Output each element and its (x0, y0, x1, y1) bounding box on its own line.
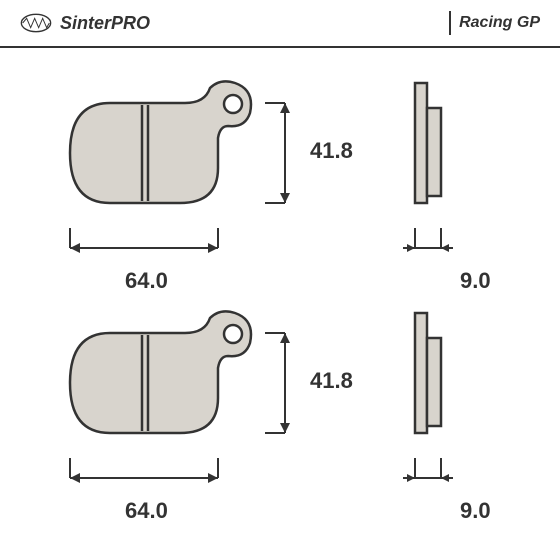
dim-height-1 (265, 98, 305, 228)
brand-logo-icon (20, 13, 52, 33)
pad-face-2 (50, 308, 260, 458)
header-bar: SinterPRO Racing GP (0, 0, 560, 48)
pad-side-1 (400, 78, 460, 228)
pad-side-2 (400, 308, 460, 458)
pad-group-2: 64.0 41.8 (50, 308, 260, 458)
variant-name: Racing GP (459, 14, 540, 32)
pad-side-group-2: 9.0 (400, 308, 460, 458)
dim-thick-label-2: 9.0 (460, 498, 491, 524)
dim-width-2 (50, 458, 260, 498)
brand-right: Racing GP (441, 11, 540, 35)
dim-thick-2 (395, 458, 465, 498)
pad-face-1 (50, 78, 260, 228)
brand-name: SinterPRO (60, 13, 150, 34)
dim-thick-label-1: 9.0 (460, 268, 491, 294)
dim-height-label-2: 41.8 (310, 368, 353, 394)
dim-width-label-2: 64.0 (125, 498, 168, 524)
diagram-area: 64.0 41.8 9.0 (0, 48, 560, 560)
dim-width-label-1: 64.0 (125, 268, 168, 294)
brand-left: SinterPRO (20, 13, 150, 34)
dim-thick-1 (395, 228, 465, 268)
dim-height-label-1: 41.8 (310, 138, 353, 164)
pad-side-group-1: 9.0 (400, 78, 460, 228)
dim-height-2 (265, 328, 305, 458)
pad-group-1: 64.0 41.8 (50, 78, 260, 228)
dim-width-1 (50, 228, 260, 268)
header-divider (449, 11, 451, 35)
